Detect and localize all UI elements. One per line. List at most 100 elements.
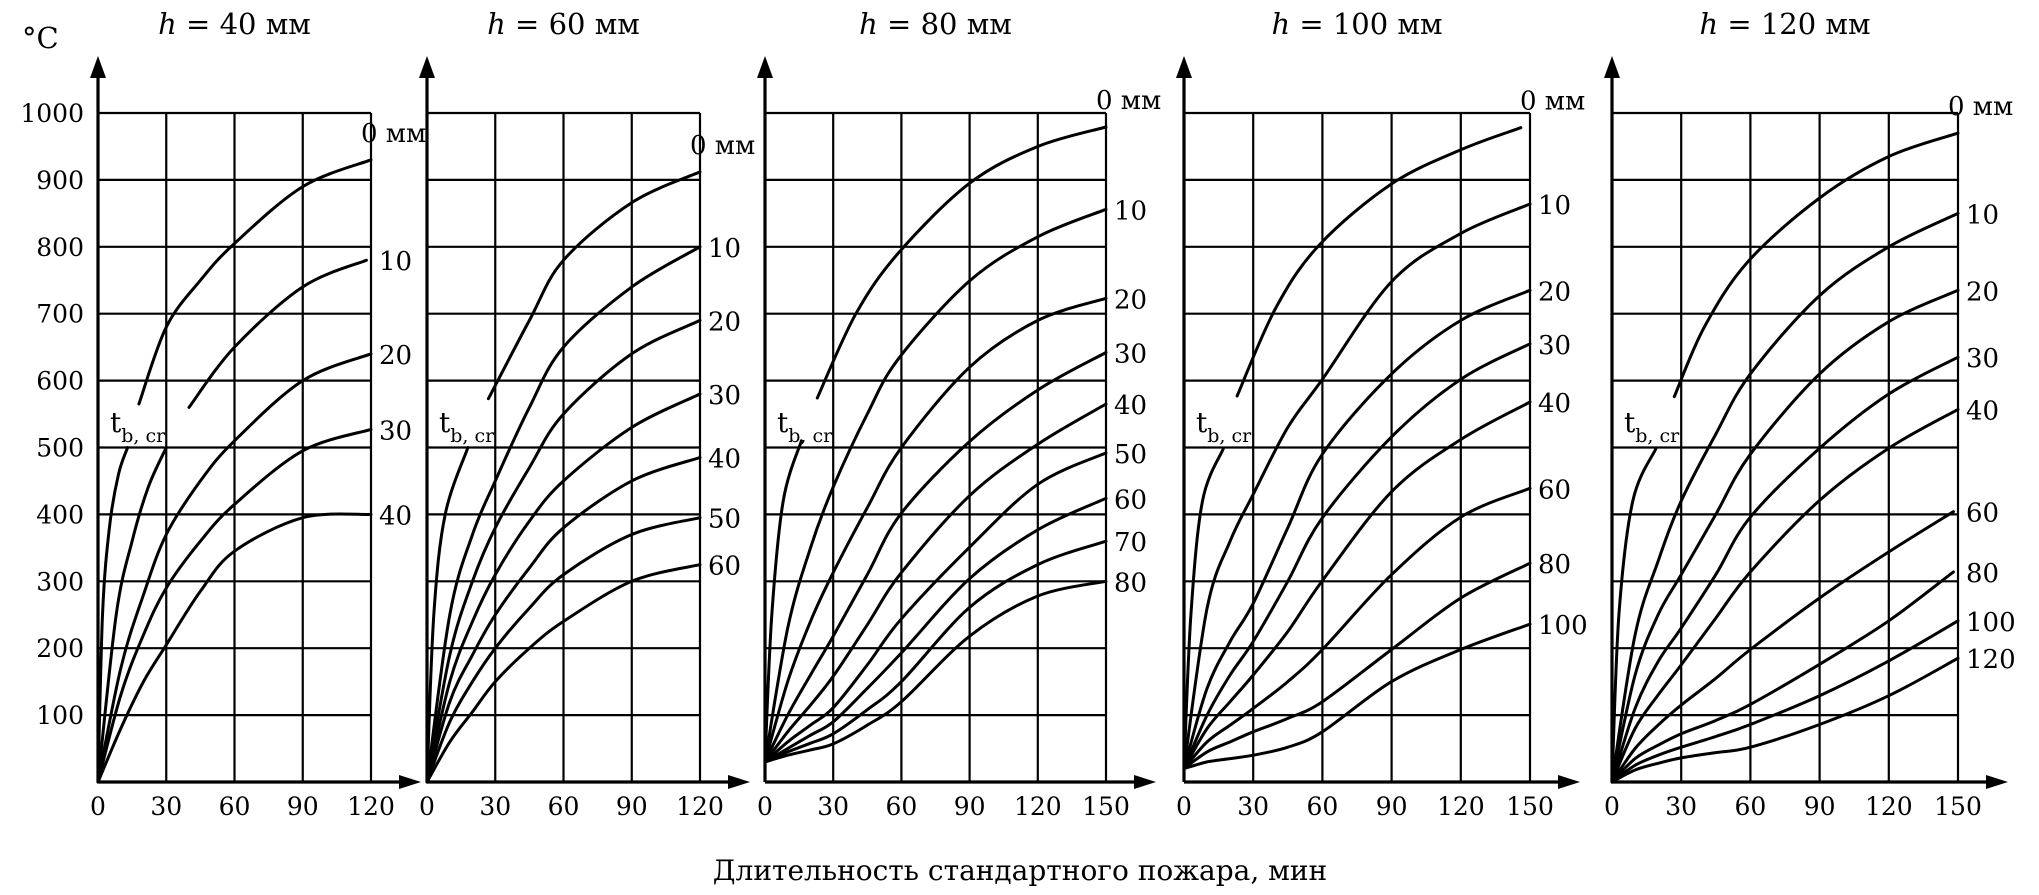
y-tick-labels: 100 200 300 400 500 600 700 800 900 1000 bbox=[20, 99, 84, 730]
curve-label: 60 bbox=[1538, 475, 1571, 505]
x-tick-label: 0 bbox=[757, 792, 773, 821]
y-tick-label: 300 bbox=[36, 567, 84, 596]
curve-series: 0 мм bbox=[425, 131, 755, 784]
curve-label: 10 bbox=[1114, 196, 1147, 226]
title-thickness: = 40 мм bbox=[177, 7, 311, 41]
title-thickness: = 120 мм bbox=[1718, 7, 1870, 41]
curve-label: 40 bbox=[379, 501, 412, 531]
y-tick-label: 700 bbox=[36, 300, 84, 329]
x-axis-arrow-icon bbox=[1134, 775, 1156, 789]
tb-symbol: t bbox=[439, 406, 451, 439]
y-tick-label: 600 bbox=[36, 367, 84, 396]
x-tick-label: 30 bbox=[1665, 792, 1697, 821]
tb-subscript: b, cr bbox=[1207, 425, 1252, 447]
x-tick-label: 150 bbox=[1506, 792, 1554, 821]
y-axis-arrow-icon bbox=[90, 56, 106, 78]
curve-series: 10 bbox=[1182, 191, 1571, 771]
x-tick-label: 30 bbox=[817, 792, 849, 821]
curve-label: 50 bbox=[1114, 440, 1147, 470]
curve-line bbox=[425, 318, 702, 784]
curve-series: 60 bbox=[763, 485, 1147, 764]
critical-temperature-label: tb, cr bbox=[777, 406, 833, 447]
curve-series: 50 bbox=[425, 505, 741, 784]
panel-title: h = 100 мм bbox=[1271, 7, 1442, 41]
curve-series: 0 мм bbox=[763, 86, 1161, 764]
x-tick-label: 30 bbox=[1237, 792, 1269, 821]
x-axis-arrow-icon bbox=[399, 775, 421, 789]
curve-label: 30 bbox=[1114, 340, 1147, 370]
panel-title: h = 60 мм bbox=[487, 7, 640, 41]
curve-label: 0 мм bbox=[1948, 92, 2013, 122]
y-tick-label: 100 bbox=[36, 701, 84, 730]
curve-line bbox=[1610, 656, 1960, 784]
x-tick-label: 30 bbox=[150, 792, 182, 821]
curve-line bbox=[425, 446, 470, 784]
y-axis-arrow-icon bbox=[757, 56, 773, 78]
curve-line bbox=[1610, 211, 1960, 784]
x-tick-label: 0 bbox=[419, 792, 435, 821]
critical-temperature-label: tb, cr bbox=[1196, 406, 1252, 447]
title-h-symbol: h bbox=[487, 7, 506, 41]
title-h-symbol: h bbox=[1699, 7, 1718, 41]
x-axis-arrow-icon bbox=[1986, 775, 2008, 789]
x-tick-label: 150 bbox=[1934, 792, 1982, 821]
curve-series: 100 bbox=[1182, 611, 1588, 771]
critical-temperature-label: tb, cr bbox=[110, 406, 166, 447]
curve-series: 40 bbox=[763, 391, 1147, 764]
curve-series: 120 bbox=[1610, 645, 2016, 784]
curve-label: 70 bbox=[1114, 528, 1147, 558]
x-tick-label: 120 bbox=[1865, 792, 1913, 821]
curve-line bbox=[763, 496, 1108, 764]
curve-label: 40 bbox=[1114, 391, 1147, 421]
curve-series: 0 мм bbox=[1182, 87, 1585, 771]
curve-label: 0 мм bbox=[690, 131, 755, 161]
x-tick-label: 90 bbox=[954, 792, 986, 821]
y-tick-label: 900 bbox=[36, 166, 84, 195]
curve-series: 40 bbox=[425, 445, 741, 784]
curve-series: 30 bbox=[96, 416, 412, 784]
grid bbox=[98, 111, 373, 782]
x-axis-arrow-icon bbox=[1558, 775, 1580, 789]
tb-subscript: b, cr bbox=[450, 425, 495, 447]
x-tick-label: 60 bbox=[548, 792, 580, 821]
title-thickness: = 60 мм bbox=[506, 7, 640, 41]
curve-label: 30 bbox=[1966, 344, 1999, 374]
curve-line bbox=[1182, 447, 1225, 771]
curve-series: 40 bbox=[96, 501, 412, 784]
curve-line bbox=[96, 446, 168, 784]
curve-label: 100 bbox=[1538, 611, 1588, 641]
tb-symbol: t bbox=[1624, 406, 1636, 439]
curve-series: 0 мм bbox=[96, 119, 426, 784]
curve-series: 20 bbox=[763, 285, 1147, 764]
curve-label: 10 bbox=[379, 247, 412, 277]
curve-label: 30 bbox=[1538, 331, 1571, 361]
curve-line bbox=[425, 456, 702, 784]
curve-line bbox=[486, 170, 702, 401]
curve-label: 40 bbox=[1966, 396, 1999, 426]
curve-series: 20 bbox=[1182, 277, 1571, 771]
y-tick-label: 400 bbox=[36, 500, 84, 529]
grid bbox=[1612, 111, 1960, 782]
curve-line bbox=[763, 207, 1108, 764]
curve-label: 20 bbox=[708, 307, 741, 337]
y-axis-unit: °C bbox=[22, 21, 59, 55]
grid bbox=[1184, 111, 1532, 782]
y-axis-arrow-icon bbox=[419, 56, 435, 78]
curve-line bbox=[763, 539, 1108, 764]
curve-line bbox=[1182, 486, 1532, 771]
curve-label: 20 bbox=[1114, 285, 1147, 315]
curve-label: 120 bbox=[1966, 645, 2016, 675]
title-h-symbol: h bbox=[859, 7, 878, 41]
curve-label: 0 мм bbox=[1096, 86, 1161, 116]
panel-title: h = 80 мм bbox=[859, 7, 1012, 41]
x-tick-label: 120 bbox=[1437, 792, 1485, 821]
x-tick-label: 150 bbox=[1082, 792, 1130, 821]
curve-line bbox=[1182, 202, 1532, 771]
critical-temperature-label: tb, cr bbox=[439, 406, 495, 447]
curve-label: 80 bbox=[1538, 550, 1571, 580]
x-axis-arrow-icon bbox=[728, 775, 750, 789]
curve-label: 80 bbox=[1114, 568, 1147, 598]
y-tick-label: 1000 bbox=[20, 99, 84, 128]
curve-line bbox=[96, 427, 373, 784]
